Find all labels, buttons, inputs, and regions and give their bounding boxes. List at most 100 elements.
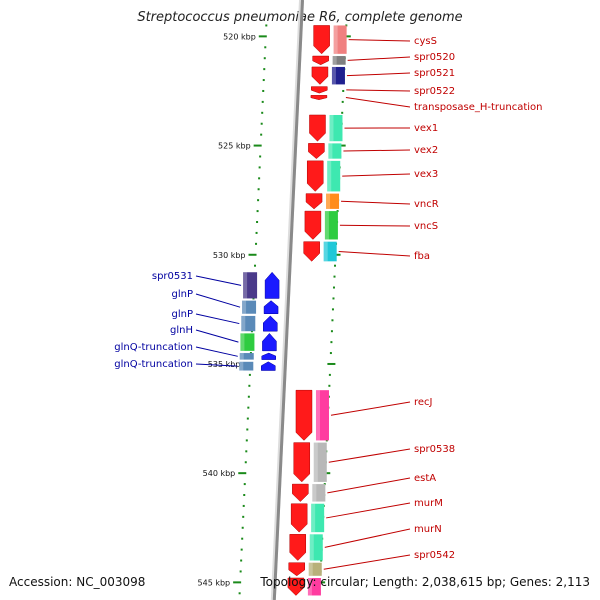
label-leader-line [343,149,411,152]
cog-bar-shade [309,534,314,561]
forward-gene-arrow [306,160,324,192]
minor-tick [262,89,265,92]
label-leader-line [195,275,242,286]
cog-bar-shade [324,211,329,240]
gene-label: vex1 [414,123,438,134]
gene-label: vncR [414,199,439,210]
forward-gene-arrow [304,210,322,240]
minor-tick [332,297,335,300]
cog-bar-shade [312,484,317,502]
gene-label: recJ [414,397,433,408]
minor-tick [261,111,264,114]
minor-tick [329,352,332,355]
gene-label: glnH [170,325,193,336]
scale-label: 540 kbp [203,469,236,478]
label-leader-line [324,528,411,548]
cog-color-bar [323,241,337,262]
forward-gene-arrow [305,193,323,210]
cog-color-bar [324,211,338,240]
gene-label: spr0542 [414,550,455,561]
forward-gene-arrow [287,577,305,596]
minor-tick [245,450,248,453]
minor-tick [260,122,263,125]
forward-gene-arrow [313,25,330,55]
cog-color-bar [331,66,345,85]
cog-bar-shade [239,361,244,371]
gene-label: spr0531 [152,271,193,282]
minor-tick [240,559,243,562]
forward-gene-arrow [292,483,309,502]
minor-tick [246,417,249,420]
forward-gene-arrow [303,241,320,262]
cog-bar-shade [239,353,244,360]
cog-bar-shade [332,56,337,65]
cog-color-bar [327,160,341,192]
minor-tick [341,100,344,103]
cog-bar-shade [307,578,312,596]
label-leader-line [327,477,411,494]
cog-color-bar [309,534,323,561]
gene-label: vex3 [414,169,438,180]
minor-tick [241,537,244,540]
minor-tick [258,177,261,180]
cog-color-bar [307,578,321,596]
minor-tick [248,384,251,387]
gene-label: spr0520 [414,52,455,63]
cog-color-bar [308,562,322,576]
minor-tick [265,24,268,27]
minor-tick [246,428,249,431]
cog-bar-shade [311,503,316,533]
minor-tick [257,199,260,202]
cog-bar-shade [240,333,245,351]
minor-tick [245,439,248,442]
cog-color-bar [240,333,255,351]
cog-color-bar [242,300,257,314]
minor-tick [254,264,257,267]
gene-label: glnQ-truncation [114,359,193,370]
minor-tick [333,275,336,278]
minor-tick [243,483,246,486]
cog-bar-shade [242,300,247,314]
forward-gene-arrow [310,95,328,100]
minor-tick [257,188,260,191]
label-leader-line [341,200,411,205]
label-leader-line [342,173,411,177]
forward-gene-arrow [290,503,308,533]
forward-gene-arrow [309,114,326,142]
scale-label: 535 kbp [208,360,241,369]
cog-color-bar [328,143,342,159]
minor-tick [263,68,266,71]
forward-gene-arrow [311,66,329,85]
gene-label: spr0521 [414,68,455,79]
gene-features [239,25,347,596]
gene-label: transposase_H-truncation [414,102,543,113]
label-leader-line [339,224,411,227]
forward-gene-arrow [312,55,329,66]
cog-color-bar [243,272,258,299]
cog-bar-shade [308,562,313,576]
label-leader-line [347,56,411,61]
minor-tick [242,515,245,518]
minor-tick [330,341,333,344]
minor-tick [256,210,259,213]
minor-tick [248,373,251,376]
reverse-gene-arrow [261,361,276,371]
minor-tick [239,570,242,573]
minor-tick [342,89,345,92]
reverse-gene-arrow [264,271,280,299]
cog-bar-shade [315,390,320,441]
reverse-gene-arrow [262,333,277,352]
scale-label: 520 kbp [223,32,256,41]
label-leader-line [326,502,411,519]
cog-color-bar [239,361,254,371]
label-leader-line [195,346,238,357]
gene-label: murM [414,498,443,509]
gene-labels: cysS spr0520 spr0521 spr0522 transposase_H-t… [114,36,543,570]
minor-tick [332,286,335,289]
minor-tick [331,319,334,322]
cog-bar-shade [331,66,336,85]
gene-label: glnQ-truncation [114,342,193,353]
forward-gene-arrow [308,143,325,160]
label-leader-line [328,448,411,463]
cog-color-bar [241,315,256,332]
